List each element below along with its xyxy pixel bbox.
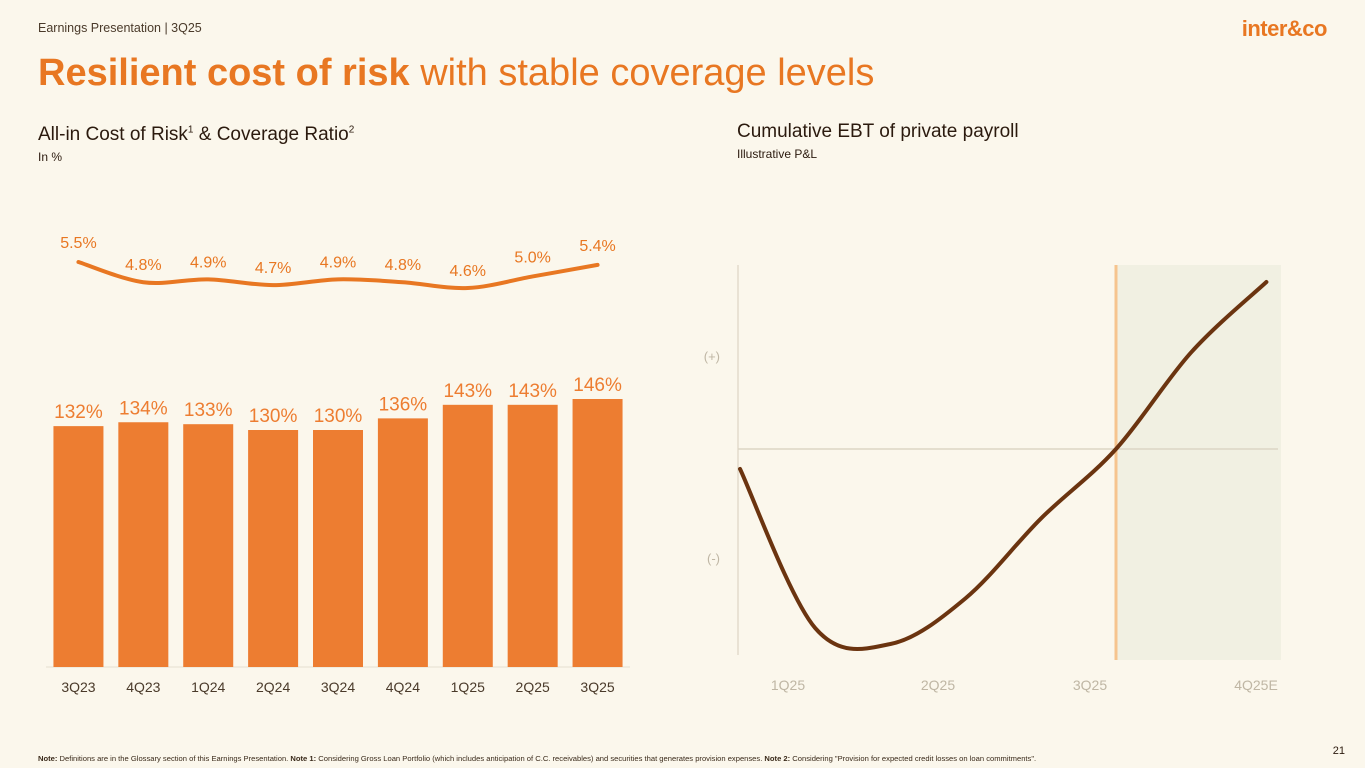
note-text: Definitions are in the Glossary section … [57,754,291,763]
x-tick-label: 2Q24 [256,679,290,695]
cost-of-risk-label: 4.8% [125,257,161,274]
right-chart-subtitle: Illustrative P&L [737,147,818,161]
note2-label: Note 2: [764,754,791,763]
coverage-bar-label: 143% [508,381,557,402]
x-tick-label: 1Q24 [191,679,225,695]
note-label: Note: [38,754,58,763]
coverage-bar [377,418,428,667]
note1-label: Note 1: [290,754,317,763]
right-chart-title: Cumulative EBT of private payroll [737,121,1019,142]
coverage-bar-label: 143% [443,381,492,402]
footnote: Note: Definitions are in the Glossary se… [38,754,1036,763]
cost-of-risk-label: 4.9% [190,254,226,271]
x-tick-label: 4Q23 [126,679,160,695]
coverage-bar-label: 130% [314,406,363,427]
presentation-label: Earnings Presentation | 3Q25 [38,21,202,35]
coverage-bar [183,424,234,667]
left-chart-title-text: All-in Cost of Risk [38,124,188,145]
coverage-bar [248,430,299,667]
coverage-bar-label: 133% [184,400,233,421]
ebt-curve [738,280,1269,651]
x-tick-label: 2Q25 [921,677,955,693]
coverage-bar-label: 134% [119,398,168,419]
cost-of-risk-label: 5.4% [579,238,615,255]
x-tick-label: 3Q25 [1073,677,1107,693]
coverage-bar-label: 130% [249,406,298,427]
page-title: Resilient cost of risk with stable cover… [38,52,874,95]
left-chart-title-mid: & Coverage Ratio [193,124,349,145]
page-title-rest: with stable coverage levels [409,52,875,94]
cost-of-risk-label: 5.5% [60,235,96,252]
cost-of-risk-label: 5.0% [514,249,550,266]
projection-area [1116,265,1281,660]
x-tick-label: 2Q25 [516,679,550,695]
coverage-bar-label: 146% [573,375,622,396]
cost-of-risk-label: 4.6% [450,263,486,280]
y-label-negative: (-) [707,551,720,566]
cost-of-risk-line [76,260,600,291]
x-tick-label: 1Q25 [451,679,485,695]
footnote-ref-2: 2 [348,124,355,136]
x-tick-label: 3Q25 [580,679,614,695]
x-tick-label: 3Q24 [321,679,355,695]
page-number: 21 [1332,745,1345,757]
x-tick-label: 3Q23 [61,679,95,695]
y-label-positive: (+) [704,349,720,364]
coverage-bar-label: 136% [379,394,428,415]
x-tick-label: 4Q24 [386,679,420,695]
cost-of-risk-label: 4.7% [255,260,291,277]
note2-text: Considering "Provision for expected cred… [790,754,1037,763]
cost-of-risk-label: 4.9% [320,254,356,271]
coverage-bar [507,404,558,667]
page-title-strong: Resilient cost of risk [38,52,410,94]
x-tick-label: 1Q25 [771,677,805,693]
coverage-bar [572,399,623,667]
left-chart-title: All-in Cost of Risk1 & Coverage Ratio2 [38,124,354,146]
coverage-bar [53,426,104,667]
coverage-bar [442,404,493,667]
cost-of-risk-label: 4.8% [385,257,421,274]
coverage-bar-label: 132% [54,402,103,423]
coverage-bar [118,422,169,667]
footnote-ref-1: 1 [187,124,194,136]
left-chart-subtitle: In % [38,150,63,164]
note1-text: Considering Gross Loan Portfolio (which … [316,754,765,763]
coverage-bar [313,430,363,667]
x-tick-label: 4Q25E [1234,677,1278,693]
brand-logo: inter&co [1241,16,1328,41]
